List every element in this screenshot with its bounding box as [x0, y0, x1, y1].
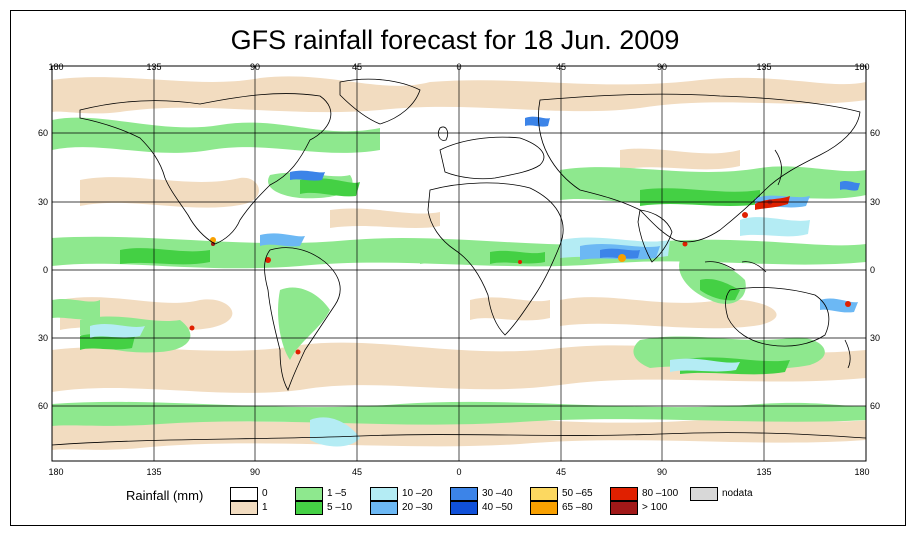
legend-item-label: 40 –50 — [482, 502, 513, 513]
coastlines — [52, 78, 866, 446]
legend-item-label: nodata — [722, 488, 753, 499]
right-latitude-labels: 60 30 0 30 60 — [870, 128, 880, 411]
map-border — [51, 65, 867, 462]
lon-label-top: 135 — [756, 62, 771, 72]
legend-item-label: 30 –40 — [482, 488, 513, 499]
lat-label-left: 30 — [38, 333, 48, 343]
legend-item-label: > 100 — [642, 502, 668, 513]
legend: Rainfall (mm) 0 1 1 –5 5 –10 10 –20 20 –… — [0, 480, 920, 520]
lat-label-left: 30 — [38, 197, 48, 207]
legend-swatch — [530, 501, 558, 515]
lat-label-right: 60 — [870, 401, 880, 411]
legend-swatch — [690, 487, 718, 501]
top-longitude-labels: 180 135 90 45 0 45 90 135 180 — [48, 62, 869, 72]
legend-swatch — [230, 487, 258, 501]
legend-item-label: 80 –100 — [642, 488, 679, 499]
lon-label-bottom: 45 — [352, 467, 362, 477]
legend-swatch — [450, 501, 478, 515]
lon-label-bottom: 135 — [146, 467, 161, 477]
legend-swatch — [370, 487, 398, 501]
legend-swatch — [610, 487, 638, 501]
page-title: GFS rainfall forecast for 18 Jun. 2009 — [230, 25, 680, 55]
lon-label-top: 45 — [352, 62, 362, 72]
lat-label-left: 60 — [38, 128, 48, 138]
rain-10-20mm-areas — [90, 217, 810, 447]
lon-label-top: 90 — [657, 62, 667, 72]
rainfall-field — [52, 76, 866, 450]
left-latitude-labels: 60 30 0 30 60 — [38, 128, 48, 411]
lon-label-bottom: 90 — [657, 467, 667, 477]
lon-label-bottom: 45 — [556, 467, 566, 477]
legend-item-label: 10 –20 — [402, 488, 433, 499]
lon-label-bottom: 180 — [48, 467, 63, 477]
lon-label-top: 135 — [146, 62, 161, 72]
lon-label-top: 90 — [250, 62, 260, 72]
lat-label-right: 30 — [870, 197, 880, 207]
lon-label-top: 45 — [556, 62, 566, 72]
legend-swatch — [230, 501, 258, 515]
legend-item-label: 50 –65 — [562, 488, 593, 499]
lon-label-top: 0 — [456, 62, 461, 72]
lat-label-left: 0 — [43, 265, 48, 275]
rain-30-50mm-areas — [290, 116, 860, 259]
bottom-longitude-labels: 180 135 90 45 0 45 90 135 180 — [48, 467, 869, 477]
legend-swatch — [295, 487, 323, 501]
legend-item-label: 1 — [262, 502, 268, 513]
lat-label-right: 30 — [870, 333, 880, 343]
legend-swatch — [370, 501, 398, 515]
lat-label-right: 0 — [870, 265, 875, 275]
legend-item-label: 65 –80 — [562, 502, 593, 513]
lat-label-right: 60 — [870, 128, 880, 138]
lon-label-bottom: 180 — [854, 467, 869, 477]
lat-label-left: 60 — [38, 401, 48, 411]
graticule — [52, 66, 866, 461]
legend-item-label: 1 –5 — [327, 488, 347, 499]
legend-title: Rainfall (mm) — [126, 488, 204, 503]
lon-label-top: 180 — [48, 62, 63, 72]
lon-label-top: 180 — [854, 62, 869, 72]
legend-swatch — [295, 501, 323, 515]
lon-label-bottom: 90 — [250, 467, 260, 477]
lon-label-bottom: 135 — [756, 467, 771, 477]
figure-frame — [10, 10, 906, 526]
legend-swatch — [530, 487, 558, 501]
lon-label-bottom: 0 — [456, 467, 461, 477]
legend-item-label: 0 — [262, 488, 268, 499]
legend-item-label: 5 –10 — [327, 502, 353, 513]
legend-swatch — [450, 487, 478, 501]
legend-swatch — [610, 501, 638, 515]
legend-item-label: 20 –30 — [402, 502, 433, 513]
